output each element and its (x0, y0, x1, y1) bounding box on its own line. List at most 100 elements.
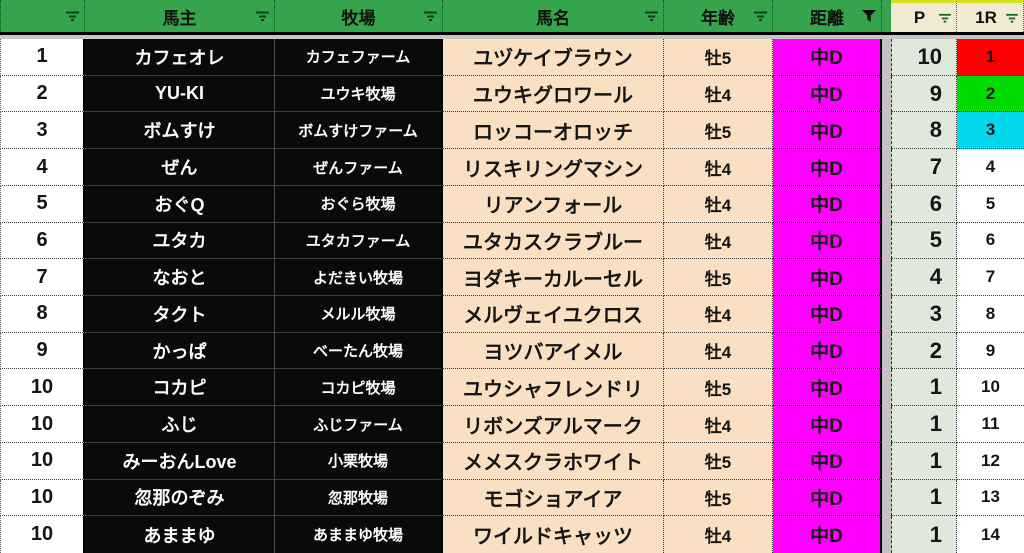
filter-dropdown-icon[interactable] (256, 11, 269, 22)
rank-cell[interactable]: 3 (0, 112, 85, 150)
farm-cell[interactable]: あままゆ牧場 (275, 516, 443, 553)
filter-dropdown-icon[interactable] (939, 13, 951, 23)
distance-cell[interactable]: 中D (773, 516, 882, 553)
p-score-cell[interactable]: 2 (891, 332, 957, 370)
filter-dropdown-icon[interactable] (1006, 13, 1018, 23)
r1-rank-cell[interactable]: 6 (957, 222, 1024, 260)
filter-dropdown-icon[interactable] (66, 11, 79, 22)
owner-cell[interactable]: かっぱ (85, 332, 275, 370)
p-score-cell[interactable]: 6 (891, 185, 957, 223)
header-age[interactable]: 年齢 (664, 0, 773, 32)
header-horse-name[interactable]: 馬名 (443, 0, 664, 32)
farm-cell[interactable]: ふじファーム (275, 406, 443, 443)
farm-cell[interactable]: ボムすけファーム (275, 112, 443, 150)
distance-cell[interactable]: 中D (773, 479, 882, 517)
rank-cell[interactable]: 2 (0, 75, 85, 113)
distance-cell[interactable]: 中D (773, 149, 882, 186)
distance-cell[interactable]: 中D (773, 75, 882, 113)
rank-cell[interactable]: 10 (0, 479, 85, 517)
age-cell[interactable]: 牡4 (664, 332, 773, 370)
p-score-cell[interactable]: 8 (891, 112, 957, 150)
r1-rank-cell[interactable]: 13 (957, 479, 1024, 517)
distance-cell[interactable]: 中D (773, 39, 882, 76)
farm-cell[interactable]: 小栗牧場 (275, 442, 443, 480)
header-owner[interactable]: 馬主 (85, 0, 275, 32)
rank-cell[interactable]: 5 (0, 185, 85, 223)
header-distance[interactable]: 距離 (773, 0, 882, 32)
rank-cell[interactable]: 7 (0, 259, 85, 297)
age-cell[interactable]: 牡4 (664, 222, 773, 260)
age-cell[interactable]: 牡4 (664, 516, 773, 553)
farm-cell[interactable]: ぜんファーム (275, 149, 443, 186)
r1-rank-cell[interactable]: 8 (957, 296, 1024, 333)
owner-cell[interactable]: ふじ (85, 406, 275, 443)
p-score-cell[interactable]: 7 (891, 149, 957, 186)
owner-cell[interactable]: あままゆ (85, 516, 275, 553)
age-cell[interactable]: 牡4 (664, 296, 773, 333)
distance-cell[interactable]: 中D (773, 442, 882, 480)
distance-cell[interactable]: 中D (773, 406, 882, 443)
age-cell[interactable]: 牡4 (664, 149, 773, 186)
owner-cell[interactable]: なおと (85, 259, 275, 297)
p-score-cell[interactable]: 1 (891, 442, 957, 480)
r1-rank-cell[interactable]: 10 (957, 369, 1024, 407)
owner-cell[interactable]: ボムすけ (85, 112, 275, 150)
owner-cell[interactable]: 忽那のぞみ (85, 479, 275, 517)
distance-cell[interactable]: 中D (773, 296, 882, 333)
age-cell[interactable]: 牡4 (664, 75, 773, 113)
age-cell[interactable]: 牡5 (664, 369, 773, 407)
farm-cell[interactable]: べーたん牧場 (275, 332, 443, 370)
farm-cell[interactable]: ユウキ牧場 (275, 75, 443, 113)
horse-name-cell[interactable]: リアンフォール (443, 185, 664, 223)
age-cell[interactable]: 牡5 (664, 259, 773, 297)
r1-rank-cell[interactable]: 4 (957, 149, 1024, 186)
age-cell[interactable]: 牡5 (664, 479, 773, 517)
horse-name-cell[interactable]: モゴショアイア (443, 479, 664, 517)
r1-rank-cell[interactable]: 7 (957, 259, 1024, 297)
rank-cell[interactable]: 6 (0, 222, 85, 260)
horse-name-cell[interactable]: メメスクラホワイト (443, 442, 664, 480)
rank-cell[interactable]: 10 (0, 442, 85, 480)
active-filter-funnel-icon[interactable] (862, 10, 876, 22)
header-1r[interactable]: 1R (957, 0, 1024, 32)
farm-cell[interactable]: おぐら牧場 (275, 185, 443, 223)
r1-rank-cell[interactable]: 3 (957, 112, 1024, 150)
r1-rank-cell[interactable]: 14 (957, 516, 1024, 553)
r1-rank-cell[interactable]: 11 (957, 406, 1024, 443)
farm-cell[interactable]: カフェファーム (275, 39, 443, 76)
owner-cell[interactable]: コカピ (85, 369, 275, 407)
header-p[interactable]: P (891, 0, 957, 32)
filter-dropdown-icon[interactable] (645, 11, 658, 22)
rank-cell[interactable]: 10 (0, 406, 85, 443)
horse-name-cell[interactable]: ユウキグロワール (443, 75, 664, 113)
rank-cell[interactable]: 9 (0, 332, 85, 370)
distance-cell[interactable]: 中D (773, 332, 882, 370)
horse-name-cell[interactable]: ロッコーオロッチ (443, 112, 664, 150)
rank-cell[interactable]: 8 (0, 296, 85, 333)
horse-name-cell[interactable]: ユウシャフレンドリ (443, 369, 664, 407)
r1-rank-cell[interactable]: 5 (957, 185, 1024, 223)
age-cell[interactable]: 牡5 (664, 442, 773, 480)
horse-name-cell[interactable]: ユヅケイブラウン (443, 39, 664, 76)
horse-name-cell[interactable]: リスキリングマシン (443, 149, 664, 186)
farm-cell[interactable]: コカピ牧場 (275, 369, 443, 407)
distance-cell[interactable]: 中D (773, 112, 882, 150)
r1-rank-cell[interactable]: 12 (957, 442, 1024, 480)
header-rank[interactable] (0, 0, 85, 32)
horse-name-cell[interactable]: ヨダキーカルーセル (443, 259, 664, 297)
horse-name-cell[interactable]: ユタカスクラブルー (443, 222, 664, 260)
owner-cell[interactable]: カフェオレ (85, 39, 275, 76)
rank-cell[interactable]: 4 (0, 149, 85, 186)
farm-cell[interactable]: メルル牧場 (275, 296, 443, 333)
owner-cell[interactable]: おぐQ (85, 185, 275, 223)
p-score-cell[interactable]: 9 (891, 75, 957, 113)
farm-cell[interactable]: 忽那牧場 (275, 479, 443, 517)
owner-cell[interactable]: ユタカ (85, 222, 275, 260)
owner-cell[interactable]: タクト (85, 296, 275, 333)
owner-cell[interactable]: ぜん (85, 149, 275, 186)
horse-name-cell[interactable]: リボンズアルマーク (443, 406, 664, 443)
rank-cell[interactable]: 10 (0, 516, 85, 553)
farm-cell[interactable]: ユタカファーム (275, 222, 443, 260)
filter-dropdown-icon[interactable] (754, 11, 767, 22)
p-score-cell[interactable]: 10 (891, 39, 957, 76)
